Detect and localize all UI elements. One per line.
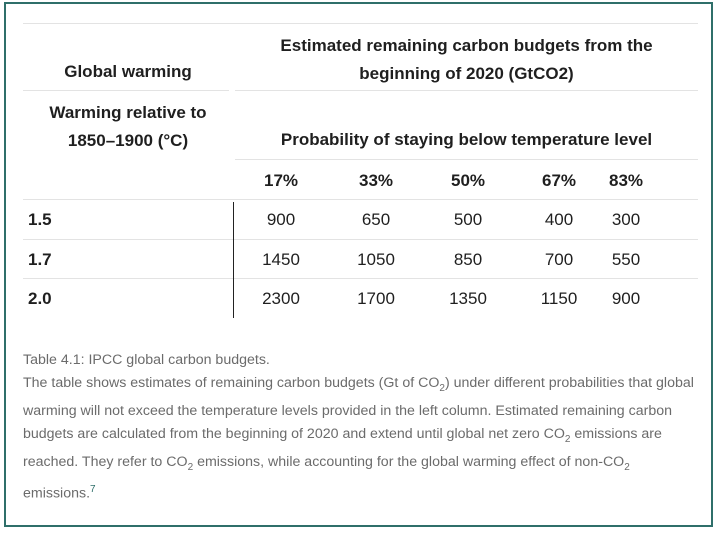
budget-cell: 550 bbox=[611, 250, 641, 269]
col-header-rule bbox=[23, 199, 698, 200]
prob-col-header: 17% bbox=[263, 171, 299, 190]
budget-cell: 650 bbox=[361, 210, 391, 229]
table-caption: Table 4.1: IPCC global carbon budgets. T… bbox=[23, 349, 703, 506]
warming-cell: 1.7 bbox=[28, 250, 52, 269]
warming-relative-text: Warming relative to 1850–1900 (°C) bbox=[49, 103, 207, 150]
column-separator bbox=[233, 202, 234, 318]
prob-col-header: 33% bbox=[358, 171, 394, 190]
table-figure: Global warming Estimated remaining carbo… bbox=[4, 2, 713, 527]
warming-cell: 2.0 bbox=[28, 289, 52, 308]
top-rule bbox=[23, 23, 698, 24]
header-rule-left bbox=[23, 90, 229, 91]
prob-rule bbox=[235, 159, 698, 160]
budgets-header-text: Estimated remaining carbon budgets from … bbox=[280, 36, 653, 83]
warming-relative-header: Warming relative to 1850–1900 (°C) bbox=[23, 99, 233, 155]
prob-col-header: 67% bbox=[541, 171, 577, 190]
budget-cell: 1700 bbox=[357, 289, 395, 308]
row-rule-2 bbox=[23, 278, 698, 279]
budget-cell: 900 bbox=[611, 289, 641, 308]
prob-col-header: 50% bbox=[450, 171, 486, 190]
budget-cell: 400 bbox=[544, 210, 574, 229]
budget-cell: 500 bbox=[453, 210, 483, 229]
budgets-header: Estimated remaining carbon budgets from … bbox=[235, 32, 698, 88]
budget-cell: 900 bbox=[266, 210, 296, 229]
budget-cell: 700 bbox=[544, 250, 574, 269]
budget-cell: 1450 bbox=[262, 250, 300, 269]
probability-header: Probability of staying below temperature… bbox=[280, 130, 653, 149]
budget-cell: 1150 bbox=[540, 289, 578, 308]
caption-body: The table shows estimates of remaining c… bbox=[23, 375, 694, 503]
prob-col-header: 83% bbox=[608, 171, 644, 190]
caption-title: Table 4.1: IPCC global carbon budgets. bbox=[23, 352, 270, 368]
budget-cell: 850 bbox=[453, 250, 483, 269]
budget-cell: 1350 bbox=[449, 289, 487, 308]
global-warming-header: Global warming bbox=[64, 62, 192, 81]
warming-cell: 1.5 bbox=[28, 210, 52, 229]
header-rule-right bbox=[235, 90, 698, 91]
budget-cell: 1050 bbox=[357, 250, 395, 269]
budget-cell: 300 bbox=[611, 210, 641, 229]
budget-cell: 2300 bbox=[262, 289, 300, 308]
row-rule-1 bbox=[23, 239, 698, 240]
footnote-link[interactable]: 7 bbox=[90, 484, 96, 496]
